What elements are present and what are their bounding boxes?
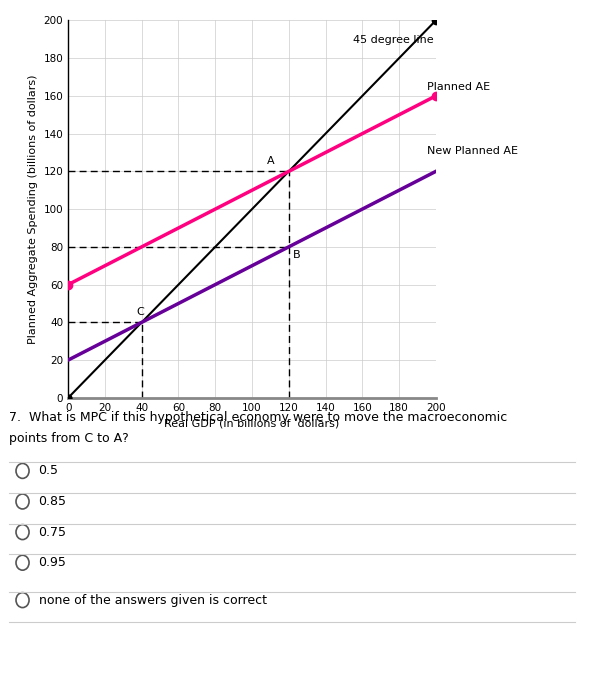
Text: points from C to A?: points from C to A? [9,432,129,445]
Text: 0.75: 0.75 [39,526,66,539]
Text: 0.95: 0.95 [39,556,66,569]
Text: Planned AE: Planned AE [427,82,490,92]
Text: 45 degree line: 45 degree line [353,35,433,46]
Text: 0.85: 0.85 [39,495,66,508]
Text: 0.5: 0.5 [39,464,59,477]
Text: C: C [136,307,144,317]
Text: A: A [266,156,274,166]
Text: 7.  What is MPC if this hypothetical economy were to move the macroeconomic: 7. What is MPC if this hypothetical econ… [9,411,507,424]
Text: none of the answers given is correct: none of the answers given is correct [39,594,266,607]
Text: New Planned AE: New Planned AE [427,146,518,156]
X-axis label: Real GDP (in billions of  dollars): Real GDP (in billions of dollars) [164,418,340,428]
Y-axis label: Planned Aggregate Spending (billions of dollars): Planned Aggregate Spending (billions of … [28,74,38,344]
Text: B: B [292,250,300,260]
